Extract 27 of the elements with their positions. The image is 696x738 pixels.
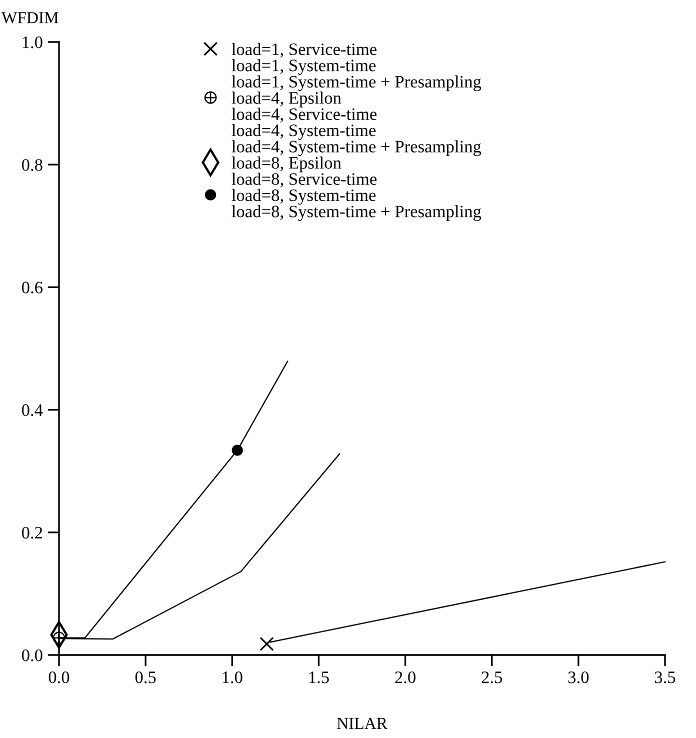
legend-label: load=4, System-time [232, 124, 376, 140]
y-tick-label: 0.8 [22, 159, 42, 171]
x-tick-label: 1.5 [309, 672, 329, 684]
x-tick-label: 3.0 [568, 671, 589, 684]
x-tick-label: 0.5 [135, 671, 156, 684]
legend-label: load=8, System-time [232, 188, 376, 205]
x-axis-title: NILAR [337, 718, 388, 729]
legend-label: load=4, System-time + Presampling [232, 140, 482, 156]
legend-label: load=4, Service-time [232, 108, 377, 123]
x-tick-label: 2.0 [395, 671, 416, 684]
legend-label: load=8, Service-time [232, 172, 377, 188]
legend-label: load=4, Epsilon [232, 92, 342, 108]
x-tick-label: 0.0 [48, 671, 70, 684]
x-tick-label: 3.5 [654, 672, 676, 684]
legend-label: load=8, Epsilon [232, 156, 342, 172]
y-tick-label: 0.6 [22, 282, 43, 294]
x-tick-label: 1.0 [222, 671, 242, 684]
legend-label: load=1, Service-time [232, 42, 377, 58]
legend-label: load=1, System-time [232, 59, 376, 75]
y-tick-label: 0.2 [22, 526, 42, 539]
legend-label: load=1, System-time + Presampling [232, 75, 482, 92]
y-tick-label: 0.4 [22, 404, 43, 416]
legend-label: load=8, System-time + Presampling [232, 205, 482, 221]
y-axis-title: WFDIM [1, 12, 58, 24]
y-tick-label: 1.0 [22, 36, 42, 48]
x-tick-label: 2.5 [482, 672, 502, 684]
y-tick-label: 0.0 [22, 649, 42, 662]
